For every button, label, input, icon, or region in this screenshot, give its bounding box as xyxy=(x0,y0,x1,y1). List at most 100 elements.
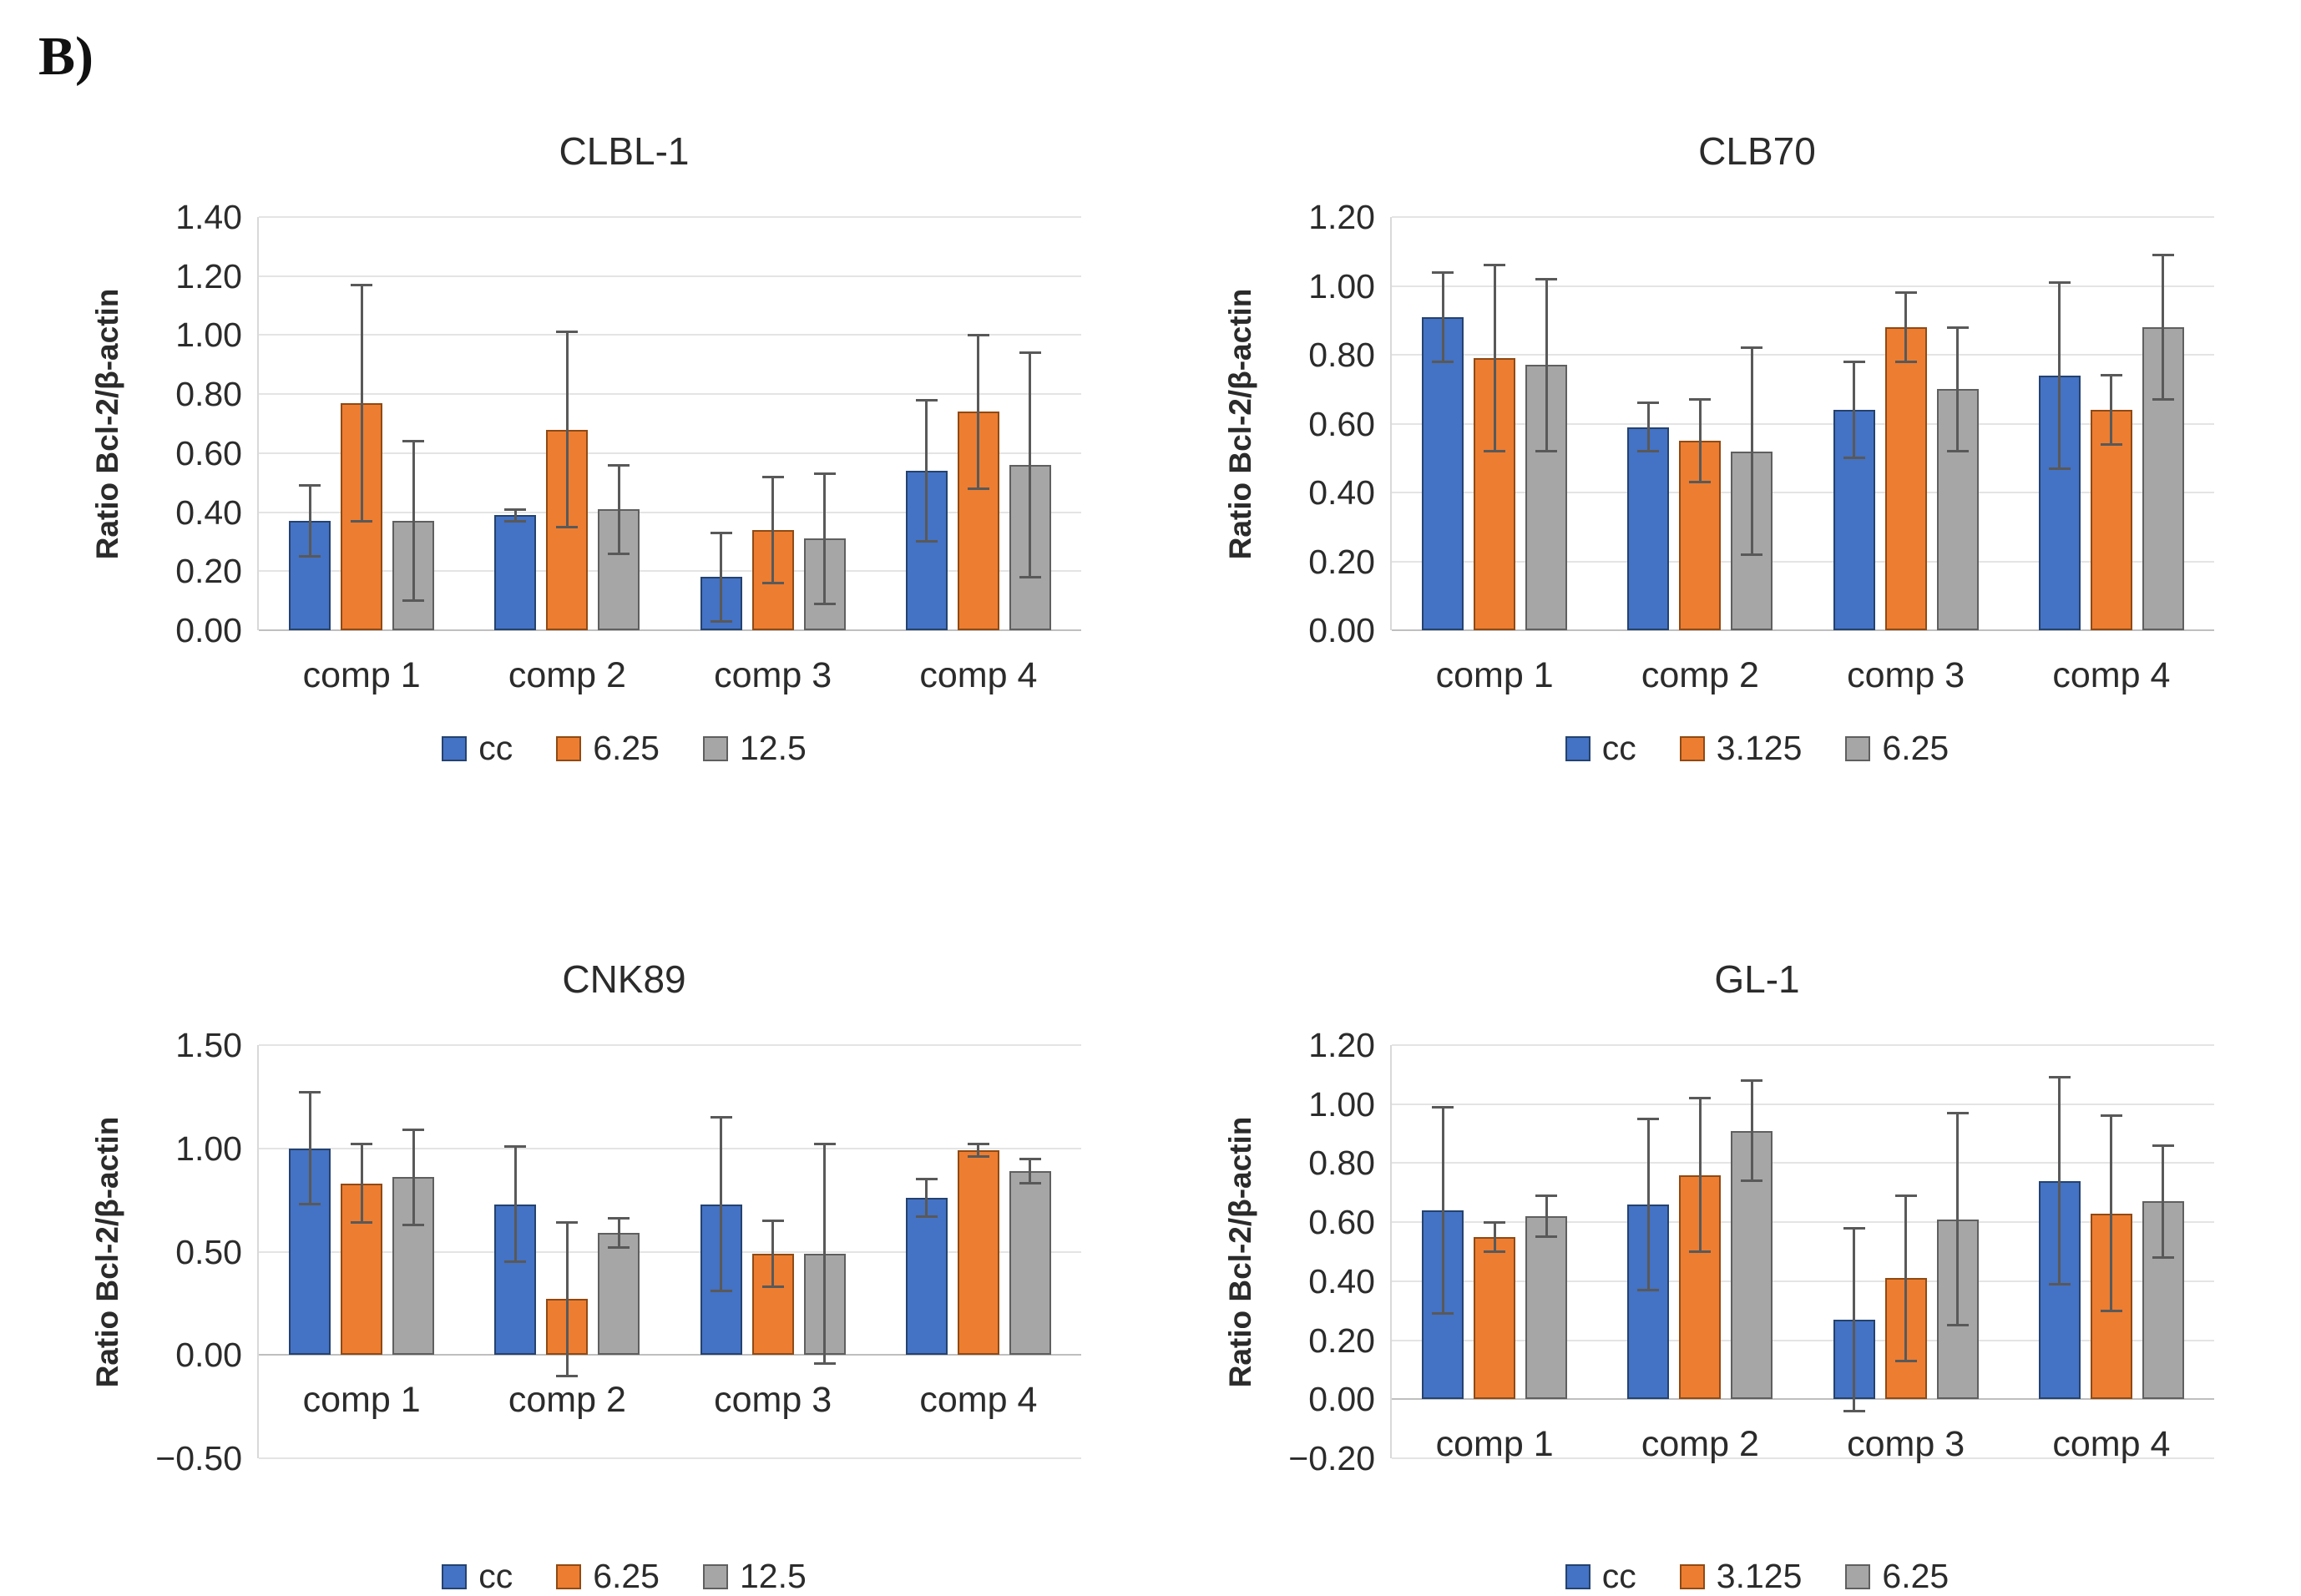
error-bar-cap xyxy=(556,331,579,334)
legend-label: 12.5 xyxy=(740,729,807,767)
error-bar xyxy=(1441,272,1444,362)
error-bar-cap xyxy=(504,1144,527,1148)
chart-clb70: CLB70 Ratio Bcl-2/β-actin comp 1 comp 2 co… xyxy=(1212,124,2301,816)
error-bar xyxy=(2162,255,2165,400)
legend-label: cc xyxy=(1601,729,1636,767)
error-bar-cap xyxy=(761,1219,784,1222)
legend-swatch-3.125 xyxy=(1679,1563,1705,1589)
gridline xyxy=(1392,1044,2214,1046)
gridline xyxy=(259,629,1081,631)
error-bar-cap xyxy=(1019,575,1041,578)
error-bar-cap xyxy=(1484,1250,1506,1253)
legend-label: cc xyxy=(478,729,513,767)
error-bar-cap xyxy=(608,1246,630,1250)
gridline xyxy=(1392,1398,2214,1401)
error-bar-cap xyxy=(710,531,732,534)
error-bar-cap xyxy=(504,508,527,511)
error-bar-cap xyxy=(504,519,527,523)
chart-title: CLB70 xyxy=(1698,129,1816,173)
plot-area: comp 1 comp 2 comp 3 comp 4 xyxy=(1390,216,2214,695)
error-bar-cap xyxy=(1946,1324,1969,1327)
gridline xyxy=(1392,422,2214,425)
error-bar-cap xyxy=(1946,1111,1969,1114)
error-bar-cap xyxy=(915,1178,938,1181)
legend-swatch-6.25 xyxy=(1845,735,1871,761)
legend: cc 3.125 6.25 xyxy=(1212,729,2301,768)
error-bar-cap xyxy=(2048,467,2071,470)
legend-item: 6.25 xyxy=(1845,1557,1949,1596)
error-bar-cap xyxy=(967,1143,989,1146)
error-bar xyxy=(1646,1119,1650,1290)
bar xyxy=(1422,316,1464,630)
legend: cc 6.25 12.5 xyxy=(79,1557,1169,1596)
error-bar xyxy=(1545,1195,1548,1237)
error-bar-cap xyxy=(2152,398,2174,402)
error-bar xyxy=(720,1117,723,1291)
error-bar xyxy=(617,1218,620,1248)
gridline xyxy=(1392,354,2214,356)
gridline xyxy=(1392,492,2214,493)
error-bar xyxy=(1904,292,1908,362)
chart-title: CNK89 xyxy=(562,957,686,1001)
x-category-label: comp 1 xyxy=(302,655,421,695)
legend-swatch-3.125 xyxy=(1679,735,1705,761)
error-bar-cap xyxy=(1432,360,1454,363)
chart-cnk89: CNK89 Ratio Bcl-2/β-actin comp 1 comp 2 co… xyxy=(79,952,1169,1596)
error-bar xyxy=(1750,347,1753,555)
error-bar-cap xyxy=(1484,264,1506,267)
y-tick-label: 1.00 xyxy=(175,316,242,355)
error-bar-cap xyxy=(2152,1144,2174,1147)
error-bar xyxy=(771,477,775,583)
gridline xyxy=(1392,1162,2214,1164)
y-tick-label: 0.40 xyxy=(175,492,242,532)
y-tick-label: 0.00 xyxy=(1308,1380,1375,1419)
error-bar xyxy=(1029,352,1032,578)
gridline xyxy=(1392,1103,2214,1105)
error-bar xyxy=(1750,1080,1753,1181)
legend-label: 6.25 xyxy=(1882,1557,1950,1595)
gridline xyxy=(1392,1339,2214,1341)
error-bar-cap xyxy=(1535,1194,1558,1197)
error-bar-cap xyxy=(299,1203,321,1206)
bar xyxy=(1884,327,1927,630)
error-bar-cap xyxy=(1689,1097,1712,1100)
x-category-label: comp 4 xyxy=(2052,655,2171,695)
error-bar xyxy=(412,1129,415,1225)
bar xyxy=(598,1233,640,1356)
error-bar-cap xyxy=(1843,360,1865,363)
error-bar xyxy=(823,1144,827,1364)
legend-swatch-12.5 xyxy=(703,735,728,761)
bar xyxy=(957,1150,999,1356)
error-bar xyxy=(1029,1159,1032,1184)
error-bar-cap xyxy=(1741,346,1763,350)
error-bar-cap xyxy=(1894,291,1917,295)
y-tick-label: 0.80 xyxy=(1308,336,1375,374)
legend: cc 6.25 12.5 xyxy=(79,729,1169,768)
error-bar-cap xyxy=(1019,1157,1041,1160)
error-bar-cap xyxy=(761,581,784,584)
error-bar-cap xyxy=(710,1290,732,1293)
error-bar-cap xyxy=(1894,1359,1917,1362)
error-bar-cap xyxy=(1689,1250,1712,1253)
error-bar-cap xyxy=(813,472,836,476)
error-bar xyxy=(565,1222,569,1376)
error-bar xyxy=(2058,1077,2061,1285)
legend-item: 12.5 xyxy=(703,729,807,768)
error-bar-cap xyxy=(2100,1309,2122,1312)
x-category-label: comp 3 xyxy=(714,655,832,695)
error-bar-cap xyxy=(967,333,989,336)
y-tick-label: −0.50 xyxy=(155,1439,242,1477)
plot-area: comp 1 comp 2 comp 3 comp 4 xyxy=(1390,1044,2214,1464)
error-bar xyxy=(2110,375,2113,445)
y-tick-label: 0.40 xyxy=(1308,1261,1375,1301)
error-bar xyxy=(1698,1098,1702,1252)
error-bar-cap xyxy=(1843,1409,1865,1412)
legend-swatch-6.25 xyxy=(1845,1563,1871,1589)
error-bar-cap xyxy=(1535,277,1558,280)
error-bar xyxy=(565,331,569,528)
x-category-label: comp 2 xyxy=(1641,655,1759,695)
error-bar-cap xyxy=(2152,253,2174,256)
error-bar-cap xyxy=(1637,1117,1660,1120)
error-bar-cap xyxy=(2048,1282,2071,1285)
y-tick-label: 0.00 xyxy=(1308,611,1375,649)
